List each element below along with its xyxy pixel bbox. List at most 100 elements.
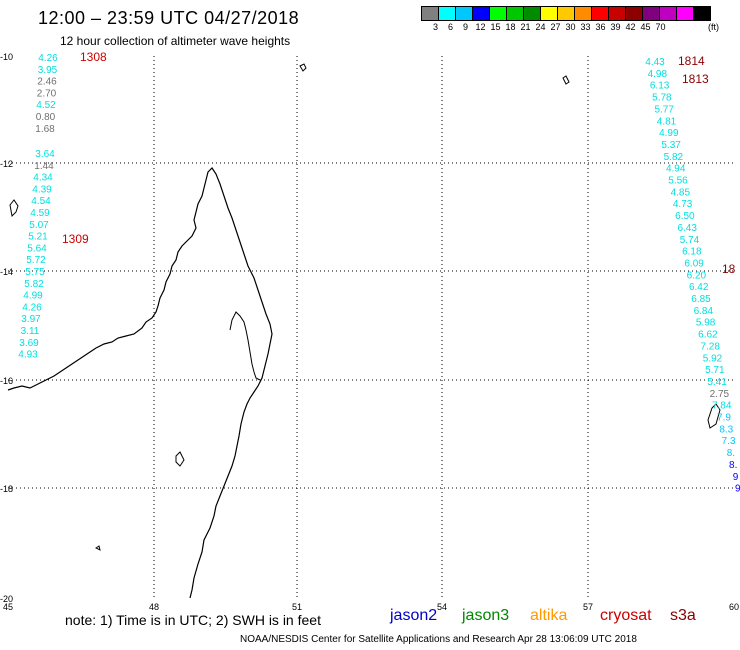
swh-value: 6.09	[684, 258, 704, 269]
swh-value: 5.07	[29, 220, 49, 231]
swh-value: 4.94	[666, 164, 686, 175]
madagascar-west-inlet	[229, 311, 261, 381]
swh-value: 4.43	[645, 57, 665, 68]
swh-value: 2.46	[37, 77, 57, 88]
scale-label: 30	[565, 22, 576, 32]
scale-label: 6	[447, 22, 453, 32]
color-scale	[421, 6, 711, 21]
swh-value: 3.64	[35, 149, 55, 160]
swh-value: 3.11	[21, 326, 40, 337]
color-scale-labels: 3 6 9 12 15 18 21 24 27 30 33 36 39 42 45 70	[428, 22, 668, 32]
credit-line: NOAA/NESDIS Center for Satellite Applica…	[240, 634, 637, 645]
swh-value: 5.56	[668, 176, 688, 187]
swh-value: 6.13	[650, 81, 670, 92]
swh-value: 6.85	[691, 294, 711, 305]
swh-value: 6.62	[698, 330, 718, 341]
latitude-tick: -10	[0, 52, 13, 62]
scale-label: 70	[655, 22, 666, 32]
swh-value: 5.41	[707, 377, 727, 388]
swh-value: 4.59	[30, 208, 50, 219]
scale-label: 45	[640, 22, 651, 32]
madagascar-coastline	[7, 167, 273, 599]
swh-value: 5.71	[705, 365, 725, 376]
swh-value: 7.3	[722, 436, 736, 447]
latitude-tick: -16	[0, 376, 13, 386]
swh-value: 0.80	[36, 112, 56, 123]
swh-value: 5.82	[24, 279, 44, 290]
island-small-d	[707, 403, 721, 429]
swh-value: 5.37	[661, 140, 681, 151]
pass-1309-values: 3.641.444.344.394.544.595.075.215.645.72…	[18, 149, 55, 361]
swh-value: 8.	[727, 448, 735, 459]
swh-value: 5.75	[25, 267, 45, 278]
longitude-tick: 45	[3, 602, 13, 612]
scale-swatch	[693, 6, 711, 21]
swh-value: 4.52	[36, 100, 56, 111]
scale-label: 15	[490, 22, 501, 32]
scale-label: 42	[625, 22, 636, 32]
swh-value: 8.	[729, 460, 737, 471]
island-small-a	[9, 199, 19, 218]
latitude-tick: -20	[0, 594, 13, 604]
swh-value: 6.18	[682, 247, 702, 258]
legend-jason2: jason2	[390, 607, 438, 624]
scale-label: 36	[595, 22, 606, 32]
legend-s3a: s3a	[670, 607, 696, 624]
swh-value: 3.69	[19, 338, 39, 349]
latitude-tick: -14	[0, 267, 13, 277]
swh-value: 5.78	[652, 93, 672, 104]
swh-value: 7.84	[712, 401, 732, 412]
swh-value: 6.43	[677, 223, 697, 234]
swh-value: 4.26	[22, 302, 42, 313]
pass-label-1813: 1813	[682, 72, 709, 86]
pass-label-1814: 1814	[678, 54, 705, 68]
swh-value: 5.64	[27, 243, 47, 254]
swh-value: 6.50	[675, 211, 695, 222]
legend-jason3: jason3	[462, 607, 510, 624]
swh-value: 7.9	[717, 413, 731, 424]
color-scale-unit: (ft)	[708, 22, 719, 32]
swh-value: 4.85	[671, 187, 691, 198]
scale-label: 21	[520, 22, 531, 32]
swh-value: 2.75	[710, 389, 730, 400]
swh-value: 2.70	[37, 88, 57, 99]
swh-value: 4.34	[33, 173, 53, 184]
swh-value: 4.26	[38, 53, 58, 64]
swh-value: 3.95	[38, 65, 58, 76]
graticule	[8, 56, 734, 600]
island-small-f	[95, 545, 101, 551]
swh-value: 5.74	[680, 235, 700, 246]
swh-value: 5.77	[654, 104, 674, 115]
footnote: note: 1) Time is in UTC; 2) SWH is in fe…	[65, 612, 321, 628]
longitude-tick: 54	[437, 602, 447, 612]
swh-value: 4.93	[18, 350, 38, 361]
scale-label: 9	[462, 22, 468, 32]
swh-value: 4.98	[648, 69, 668, 80]
swh-value: 6.84	[694, 306, 714, 317]
swh-value: 4.81	[657, 116, 677, 127]
pass-label-1309: 1309	[62, 232, 89, 246]
swh-value: 3.97	[21, 314, 41, 325]
island-small-e	[175, 451, 185, 467]
swh-value: 5.82	[664, 152, 684, 163]
swh-value: 4.73	[673, 199, 693, 210]
page-subtitle: 12 hour collection of altimeter wave hei…	[60, 34, 291, 48]
latitude-ticks: -10 -12 -14 -16 -18 -20	[0, 52, 13, 604]
pass-1813-values: 4.434.986.135.785.774.814.995.375.824.94…	[645, 57, 740, 495]
longitude-tick: 60	[729, 602, 739, 612]
swh-value: 1.68	[35, 124, 55, 135]
longitude-tick: 51	[292, 602, 302, 612]
pass-1308-values: 4.263.952.462.704.520.801.68	[35, 53, 58, 135]
scale-label: 39	[610, 22, 621, 32]
scale-label: 18	[505, 22, 516, 32]
legend-cryosat: cryosat	[600, 607, 652, 624]
swh-value: 5.21	[28, 232, 48, 243]
scale-label: 3	[432, 22, 438, 32]
swh-value: 1.44	[34, 161, 54, 172]
scale-label: 12	[475, 22, 486, 32]
swh-value: 4.54	[31, 196, 51, 207]
swh-value: 5.92	[703, 353, 723, 364]
swh-value: 5.98	[696, 318, 716, 329]
longitude-tick: 48	[149, 602, 159, 612]
